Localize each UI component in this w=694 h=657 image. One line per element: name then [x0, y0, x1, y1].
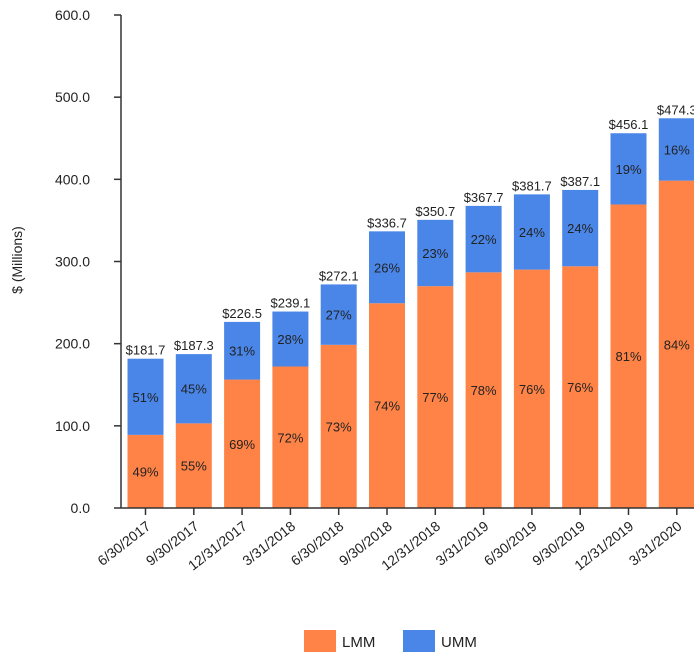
bar-umm — [175, 354, 212, 424]
bar-lmm — [175, 423, 212, 508]
bar-lmm — [610, 204, 647, 509]
percent-label-lmm: 81% — [615, 349, 641, 364]
bar-lmm — [369, 303, 405, 508]
bar-umm — [610, 133, 647, 205]
total-label: $387.1 — [560, 174, 600, 189]
percent-label-lmm: 76% — [567, 380, 593, 395]
x-tick-label: 6/30/2017 — [94, 518, 153, 569]
x-tick-label: 3/31/2018 — [239, 518, 298, 569]
total-label: $381.7 — [512, 178, 552, 193]
y-tick-label: 0.0 — [71, 500, 91, 516]
percent-label-umm: 51% — [132, 390, 158, 405]
total-label: $350.7 — [415, 204, 455, 219]
percent-label-umm: 31% — [229, 344, 255, 359]
legend-swatch-lmm — [304, 630, 336, 652]
percent-label-umm: 26% — [374, 260, 400, 275]
legend-swatch-umm — [403, 630, 435, 652]
total-label: $336.7 — [367, 215, 407, 230]
bar-lmm — [127, 434, 164, 508]
percent-label-lmm: 77% — [422, 390, 448, 405]
percent-label-umm: 19% — [615, 162, 641, 177]
total-label: $226.5 — [222, 306, 262, 321]
bar-umm — [369, 231, 405, 304]
percent-label-lmm: 73% — [326, 419, 352, 434]
percent-label-lmm: 55% — [181, 459, 207, 474]
bar-umm — [562, 189, 599, 267]
y-tick-label: 300.0 — [55, 254, 90, 270]
y-tick-label: 100.0 — [55, 418, 90, 434]
percent-label-lmm: 76% — [519, 382, 545, 397]
y-tick-label: 600.0 — [55, 7, 90, 23]
total-label: $456.1 — [609, 117, 649, 132]
x-tick-label: 6/30/2019 — [481, 518, 540, 569]
percent-label-lmm: 49% — [132, 464, 158, 479]
percent-label-lmm: 84% — [664, 337, 690, 352]
percent-label-lmm: 78% — [471, 383, 497, 398]
bar-umm — [513, 194, 550, 270]
total-label: $474.3 — [657, 102, 694, 117]
x-tick-label: 6/30/2018 — [288, 518, 347, 569]
y-tick-label: 200.0 — [55, 336, 90, 352]
legend-label-lmm: LMM — [342, 634, 375, 651]
y-axis-title: $ (Millions) — [9, 226, 25, 294]
total-label: $272.1 — [319, 268, 359, 283]
percent-label-umm: 28% — [277, 332, 303, 347]
percent-label-umm: 24% — [567, 221, 593, 236]
total-label: $367.7 — [464, 190, 504, 205]
legend: LMM UMM — [304, 630, 477, 652]
percent-label-umm: 16% — [664, 142, 690, 157]
bars: 49% 51% $181.7 55% 45% $187.3 69% 31% $226.5 72% 2… — [126, 102, 694, 509]
bar-lmm — [417, 286, 454, 508]
percent-label-umm: 27% — [326, 308, 352, 323]
bar-umm — [465, 205, 502, 273]
bar-umm — [417, 219, 454, 287]
bar-umm — [658, 118, 694, 181]
percent-label-umm: 22% — [471, 232, 497, 247]
total-label: $181.7 — [126, 343, 166, 358]
bar-lmm — [320, 344, 357, 508]
x-axis: 6/30/20179/30/201712/31/20173/31/20186/3… — [94, 507, 694, 574]
bar-lmm — [658, 180, 694, 508]
total-label: $239.1 — [271, 296, 311, 311]
percent-label-umm: 24% — [519, 225, 545, 240]
percent-label-umm: 23% — [422, 246, 448, 261]
total-label: $187.3 — [174, 338, 214, 353]
bar-umm — [320, 284, 357, 345]
bar-umm — [127, 358, 164, 435]
bar-umm — [272, 311, 309, 367]
bar-lmm — [224, 379, 261, 508]
x-tick-label: 3/31/2019 — [433, 518, 492, 569]
percent-label-lmm: 74% — [374, 399, 400, 414]
bar-lmm — [562, 266, 599, 508]
bar-lmm — [272, 366, 309, 508]
percent-label-umm: 45% — [181, 382, 207, 397]
percent-label-lmm: 69% — [229, 437, 255, 452]
x-tick-label: 3/31/2020 — [626, 518, 685, 569]
y-axis: 0.0 100.0 200.0 300.0 400.0 500.0 600.0 — [55, 7, 122, 516]
bar-umm — [224, 321, 261, 380]
percent-label-lmm: 72% — [277, 430, 303, 445]
y-tick-label: 500.0 — [55, 89, 90, 105]
bar-lmm — [513, 269, 550, 508]
bar-lmm — [465, 272, 502, 508]
y-tick-label: 400.0 — [55, 171, 90, 187]
legend-label-umm: UMM — [441, 634, 477, 651]
